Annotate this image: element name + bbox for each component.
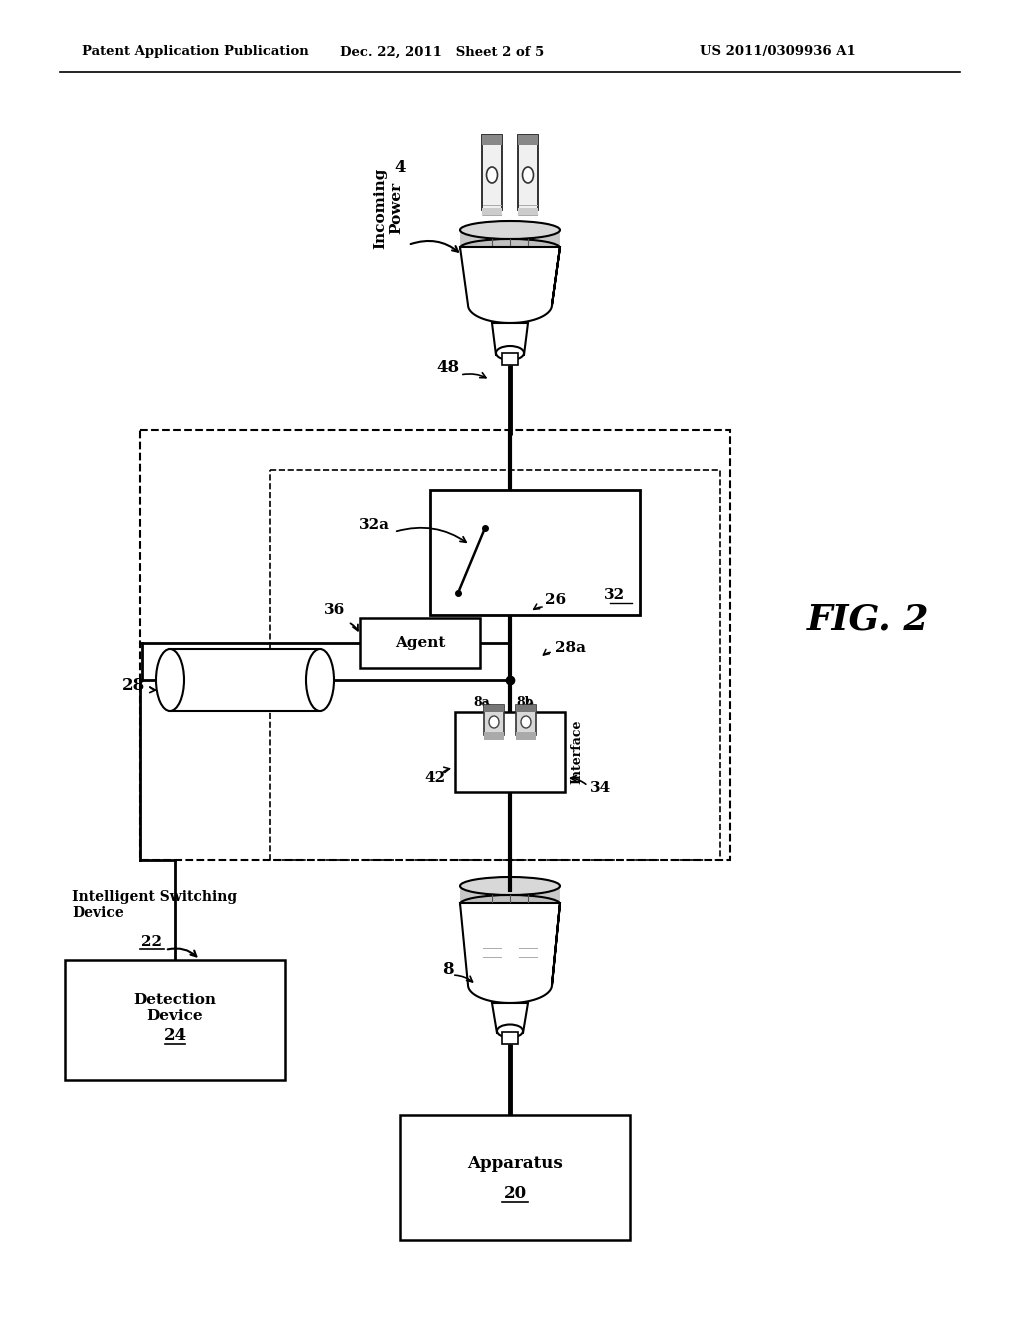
Text: 28: 28 [122, 676, 145, 693]
Bar [400, 1115, 630, 1239]
Bar [170, 649, 319, 711]
Bar [482, 209, 502, 216]
Text: 8: 8 [442, 961, 454, 978]
Text: 36: 36 [324, 603, 345, 616]
Text: 28a: 28a [555, 642, 586, 655]
Bar [460, 886, 560, 904]
Ellipse shape [156, 649, 184, 711]
Bar [430, 490, 640, 615]
Text: Detection
Device: Detection Device [133, 993, 216, 1023]
Text: Patent Application Publication: Patent Application Publication [82, 45, 309, 58]
Text: 4: 4 [394, 160, 406, 177]
Text: Apparatus: Apparatus [467, 1155, 563, 1172]
Bar [270, 470, 720, 861]
Polygon shape [492, 323, 528, 355]
Bar [502, 352, 518, 366]
Polygon shape [492, 1003, 528, 1034]
Bar [360, 618, 480, 668]
Bar [482, 135, 502, 145]
Bar [140, 430, 730, 861]
Polygon shape [460, 247, 560, 323]
Text: Intelligent Switching
Device: Intelligent Switching Device [72, 890, 238, 920]
Bar [484, 705, 504, 711]
Text: 20: 20 [504, 1185, 526, 1203]
Ellipse shape [460, 220, 560, 239]
Bar [518, 890, 538, 900]
Bar [65, 960, 285, 1080]
Text: 24: 24 [164, 1027, 186, 1044]
Text: Agent: Agent [395, 636, 445, 649]
Text: Dec. 22, 2011   Sheet 2 of 5: Dec. 22, 2011 Sheet 2 of 5 [340, 45, 544, 58]
Bar [516, 733, 536, 741]
Bar [455, 711, 565, 792]
Bar [518, 890, 538, 958]
Bar [460, 230, 560, 248]
Bar [482, 890, 502, 958]
Text: FIG. 2: FIG. 2 [807, 603, 929, 638]
Text: 42: 42 [424, 771, 445, 785]
Text: 32a: 32a [359, 517, 390, 532]
Ellipse shape [521, 715, 531, 729]
Bar [516, 705, 536, 735]
Text: Incoming
Power: Incoming Power [373, 168, 403, 248]
Text: 34: 34 [590, 781, 611, 795]
Ellipse shape [489, 715, 499, 729]
Ellipse shape [496, 346, 524, 360]
Ellipse shape [460, 239, 560, 257]
Bar [484, 733, 504, 741]
Text: 48: 48 [436, 359, 460, 376]
Bar [516, 705, 536, 711]
Text: US 2011/0309936 A1: US 2011/0309936 A1 [700, 45, 856, 58]
Ellipse shape [460, 876, 560, 895]
Polygon shape [460, 903, 560, 1003]
Text: 32: 32 [604, 587, 625, 602]
Bar [482, 890, 502, 900]
Bar [518, 135, 538, 145]
Text: 8b: 8b [516, 696, 534, 709]
Bar [502, 1032, 518, 1044]
Bar [484, 705, 504, 735]
Ellipse shape [460, 895, 560, 913]
Ellipse shape [522, 168, 534, 183]
Ellipse shape [306, 649, 334, 711]
Ellipse shape [497, 1024, 523, 1038]
Text: 22: 22 [141, 935, 163, 949]
Bar [518, 209, 538, 216]
Ellipse shape [486, 168, 498, 183]
Ellipse shape [486, 920, 498, 936]
Bar [482, 135, 502, 210]
Bar [518, 135, 538, 210]
Ellipse shape [522, 920, 534, 936]
Text: 26: 26 [545, 593, 566, 607]
Text: Interface: Interface [570, 719, 583, 784]
Text: 8a: 8a [474, 696, 490, 709]
